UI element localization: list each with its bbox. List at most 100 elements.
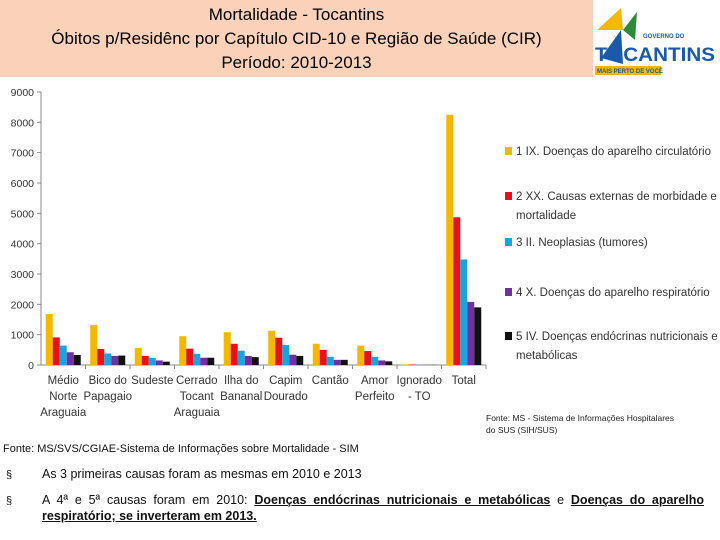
legend-swatch <box>505 288 512 296</box>
tocantins-logo: GOVERNO DO TOCANTINS MAIS PERTO DE VOCÊ <box>593 0 720 82</box>
bar <box>45 314 53 365</box>
legend-swatch <box>505 238 512 246</box>
x-tick-label: Bico do <box>89 375 127 387</box>
bar <box>296 355 304 365</box>
bar <box>148 358 156 365</box>
bullet-mark-icon: § <box>6 469 13 481</box>
bar <box>118 355 126 365</box>
y-tick-label: 3000 <box>11 269 35 281</box>
legend-label: 2 XX. Causas externas de morbidade e <box>516 191 717 203</box>
bar <box>371 356 379 365</box>
bar <box>364 351 372 365</box>
bar <box>289 354 297 365</box>
x-axis: Médio Norte Araguaia Bico do Papagaio Sudeste… <box>40 364 487 419</box>
legend-swatch <box>505 192 512 200</box>
bar-chart: 0 1000 2000 3000 4000 5000 6000 7000 8000 9000 Mé… <box>11 87 718 419</box>
legend-label: 4 X. Doenças do aparelho respiratório <box>516 287 710 299</box>
bullet-text-part: A 4ª e 5ª causas foram em 2010: <box>42 493 255 507</box>
logo-small-text: GOVERNO DO <box>643 34 685 40</box>
y-tick-label: 7000 <box>11 148 35 160</box>
bar <box>282 344 290 365</box>
chart-source: Fonte: MS - Sistema de Informações Hospi… <box>486 412 718 436</box>
x-tick-label: Dourado <box>264 391 308 403</box>
bullet-item: § A 4ª e 5ª causas foram em 2010: Doença… <box>6 492 704 524</box>
bar <box>207 357 215 365</box>
bar <box>186 348 194 365</box>
x-tick-label: Cantão <box>312 375 349 387</box>
source-note: Fonte: MS/SVS/CGIAE-Sistema de Informaçõ… <box>3 443 359 455</box>
bar <box>179 336 187 365</box>
x-tick-label: Amor <box>361 375 389 387</box>
x-tick-label: Sudeste <box>131 375 173 387</box>
bullet-list: § As 3 primeiras causas foram as mesmas … <box>6 466 704 532</box>
bar <box>268 330 276 365</box>
x-tick-label: Araguaia <box>174 407 221 419</box>
bar <box>312 343 320 365</box>
bar <box>319 349 327 365</box>
bar <box>467 301 475 365</box>
bar <box>453 217 461 365</box>
legend-swatch <box>505 147 512 155</box>
y-tick-label: 1000 <box>11 330 35 342</box>
chart-source-line: do SUS (SIH/SUS) <box>486 425 558 435</box>
bar <box>326 356 334 365</box>
bar <box>460 259 468 365</box>
bar <box>90 324 98 365</box>
chart-legend: 1 IX. Doenças do aparelho circulatório 2 … <box>505 146 718 362</box>
x-tick-label: Perfeito <box>355 391 395 403</box>
x-tick-label: Norte <box>49 391 77 403</box>
bar <box>97 348 105 365</box>
logo-slogan: MAIS PERTO DE VOCÊ <box>597 67 663 75</box>
bar <box>237 350 245 365</box>
y-axis: 0 1000 2000 3000 4000 5000 6000 7000 8000 9000 <box>11 87 42 372</box>
bar <box>357 345 365 365</box>
bar <box>230 343 238 365</box>
y-tick-label: 4000 <box>11 239 35 251</box>
y-tick-label: 2000 <box>11 299 35 311</box>
legend-label: metabólicas <box>516 350 578 362</box>
bar <box>52 337 60 365</box>
bar <box>385 361 393 365</box>
bar <box>244 355 252 365</box>
legend-label: 1 IX. Doenças do aparelho circulatório <box>516 146 711 158</box>
bar <box>155 360 163 365</box>
bar <box>378 360 386 365</box>
page-title: Mortalidade - Tocantins <box>208 5 385 24</box>
y-tick-label: 9000 <box>11 87 35 99</box>
x-tick-label: Ignorado <box>397 375 442 387</box>
logo-emblem-icon <box>597 8 637 64</box>
legend-swatch <box>505 332 512 340</box>
y-tick-label: 0 <box>28 360 34 372</box>
bullet-item: § As 3 primeiras causas foram as mesmas … <box>6 466 704 484</box>
bar <box>134 348 142 365</box>
bar <box>193 353 201 365</box>
x-tick-label: Médio <box>48 375 79 387</box>
x-tick-label: Papagaio <box>83 391 132 403</box>
x-tick-label: Araguaia <box>40 407 87 419</box>
header-banner: Mortalidade - Tocantins Óbitos p/Residên… <box>0 0 593 77</box>
x-tick-label: Ilha do <box>224 375 259 387</box>
legend-label: mortalidade <box>516 210 576 222</box>
bar <box>401 364 409 365</box>
bullet-text-part: e <box>550 493 571 507</box>
bar <box>340 359 348 365</box>
bar <box>446 114 454 365</box>
legend-label: 3 II. Neoplasias (tumores) <box>516 237 648 249</box>
x-tick-label: Cerrado <box>176 375 218 387</box>
page-subtitle: Óbitos p/Residênc por Capítulo CID-10 e … <box>51 29 542 48</box>
bar <box>251 357 259 365</box>
bullet-emphasis: Doenças do aparelho respiratório; se inv… <box>42 493 704 523</box>
y-tick-label: 8000 <box>11 117 35 129</box>
bar <box>275 337 283 365</box>
bar-series <box>45 114 482 365</box>
y-tick-label: 6000 <box>11 178 35 190</box>
bar <box>104 353 112 365</box>
bar <box>141 355 149 365</box>
bar <box>59 345 67 365</box>
bullet-mark-icon: § <box>6 495 13 507</box>
bullet-text: As 3 primeiras causas foram as mesmas em… <box>42 467 362 481</box>
legend-label: 5 IV. Doenças endócrinas nutricionais e <box>516 331 718 343</box>
bar <box>223 332 231 365</box>
x-tick-label: Capim <box>269 375 302 387</box>
period-label: Período: 2010-2013 <box>221 53 372 72</box>
